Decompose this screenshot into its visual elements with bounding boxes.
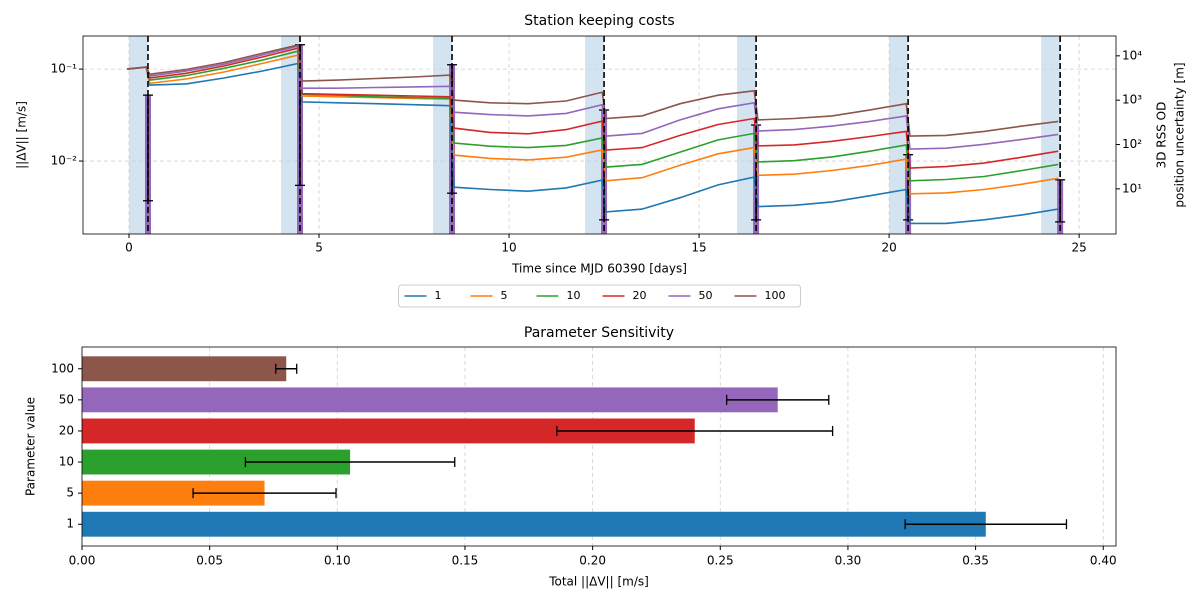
y2-tick-label: 10³ xyxy=(1122,93,1142,107)
y-tick-label: 10⁻² xyxy=(51,154,78,168)
y2-tick-label: 10² xyxy=(1122,137,1142,151)
x-axis-label: Total ||ΔV|| [m/s] xyxy=(548,575,649,589)
x-tick-label: 10 xyxy=(501,241,516,255)
y2-tick-label: 10⁴ xyxy=(1122,48,1142,62)
y-axis-label: Parameter value xyxy=(24,397,38,496)
y-tick-label: 20 xyxy=(59,423,74,437)
y-axis-label: ||ΔV|| [m/s] xyxy=(15,101,29,169)
y-tick-label: 10 xyxy=(59,455,74,469)
shaded-span xyxy=(889,36,909,234)
series-line xyxy=(127,44,1059,137)
series-line xyxy=(127,62,1059,225)
x-tick-label: 15 xyxy=(691,241,706,255)
plot-frame xyxy=(82,35,1117,235)
y2-axis-label: 3D RSS OD xyxy=(1155,102,1169,169)
legend-label: 50 xyxy=(699,289,713,302)
legend-label: 20 xyxy=(633,289,647,302)
x-tick-label: 0.35 xyxy=(962,554,989,568)
x-tick-label: 0.25 xyxy=(707,554,734,568)
y2-axis-label: position uncertainty [m] xyxy=(1173,62,1187,207)
x-tick-label: 0.10 xyxy=(324,554,351,568)
chart-title: Parameter Sensitivity xyxy=(524,325,674,341)
shaded-span xyxy=(585,36,605,234)
chart-title: Station keeping costs xyxy=(524,13,674,29)
legend-label: 1 xyxy=(435,289,442,302)
x-tick-label: 0.15 xyxy=(452,554,479,568)
y-tick-label: 1 xyxy=(66,517,74,531)
legend-box xyxy=(398,284,801,308)
x-axis-label: Time since MJD 60390 [days] xyxy=(511,262,687,276)
plot-frame xyxy=(81,346,1117,547)
shaded-span xyxy=(433,36,453,234)
x-tick-label: 0 xyxy=(125,241,133,255)
legend-label: 5 xyxy=(501,289,508,302)
series-line xyxy=(127,45,1059,150)
x-tick-label: 0.20 xyxy=(579,554,606,568)
shaded-span xyxy=(281,36,301,234)
series-line xyxy=(127,54,1059,195)
shaded-span xyxy=(128,36,148,234)
series-line xyxy=(127,50,1059,182)
bar xyxy=(82,387,778,413)
x-tick-label: 5 xyxy=(315,241,323,255)
series-line xyxy=(127,47,1059,169)
legend-label: 10 xyxy=(567,289,581,302)
x-tick-label: 0.40 xyxy=(1090,554,1117,568)
legend-label: 100 xyxy=(765,289,786,302)
bar xyxy=(82,511,986,537)
x-tick-label: 0.30 xyxy=(835,554,862,568)
x-tick-label: 0.00 xyxy=(69,554,96,568)
x-tick-label: 0.05 xyxy=(196,554,223,568)
x-tick-label: 20 xyxy=(881,241,896,255)
y-tick-label: 50 xyxy=(59,392,74,406)
y2-tick-label: 10¹ xyxy=(1122,181,1142,195)
x-tick-label: 25 xyxy=(1071,241,1086,255)
y-tick-label: 5 xyxy=(66,486,74,500)
y-tick-label: 10⁻¹ xyxy=(51,62,78,76)
y-tick-label: 100 xyxy=(51,361,74,375)
bar xyxy=(82,356,287,382)
